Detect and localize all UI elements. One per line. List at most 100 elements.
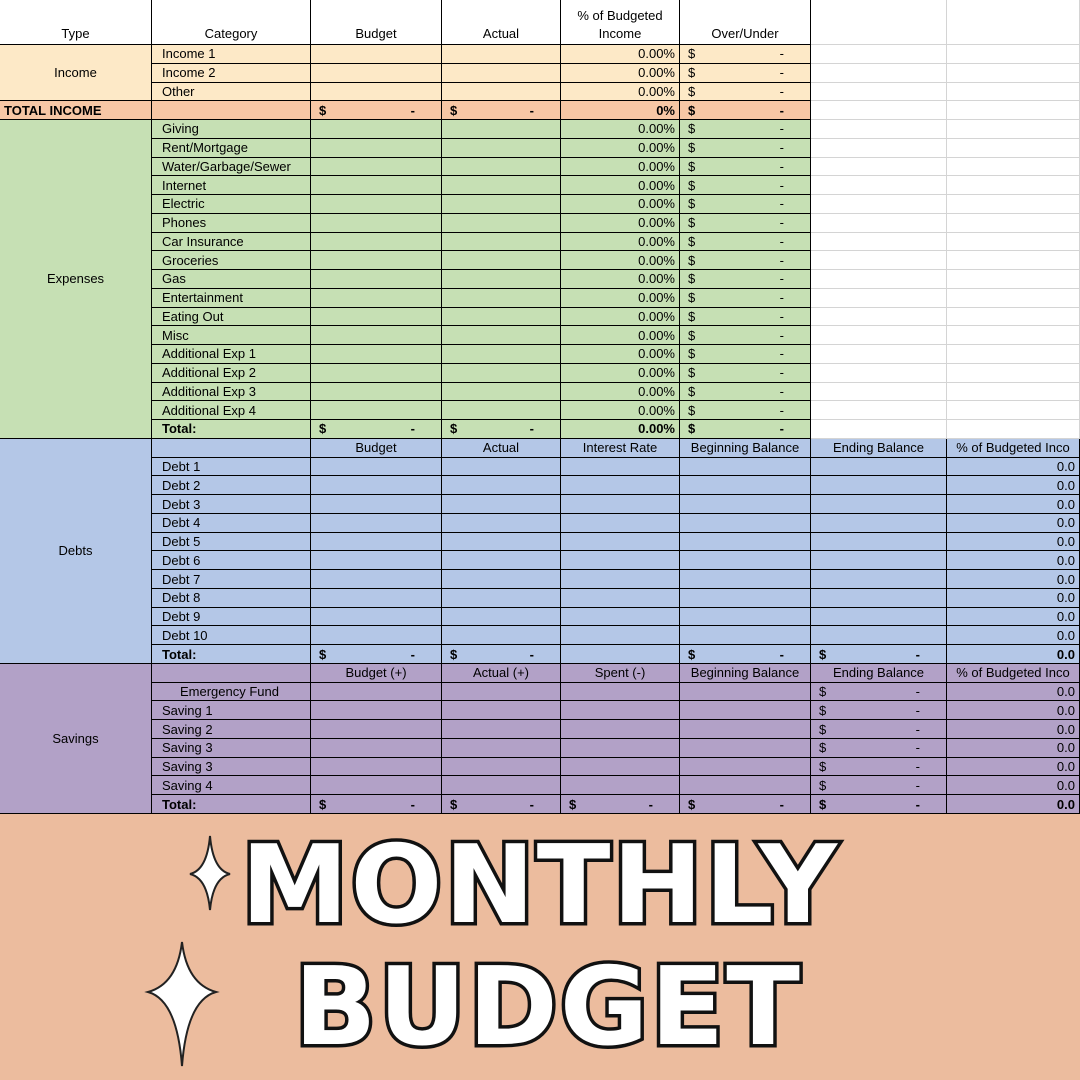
cell: [311, 607, 442, 627]
cell: [811, 476, 947, 496]
cell: Total:: [152, 420, 311, 439]
cell: [811, 626, 947, 646]
cell: Internet: [152, 176, 311, 196]
section-label: Expenses: [0, 120, 152, 439]
cell: [442, 570, 561, 589]
cell: [811, 588, 947, 608]
cell: $ -: [811, 795, 947, 814]
cell: 0.0: [947, 476, 1080, 496]
cell: [442, 607, 561, 627]
cell: [442, 532, 561, 552]
cell: $ -: [680, 232, 811, 252]
cell: 0.00%: [561, 157, 680, 177]
cell: [561, 570, 680, 589]
cell: $ -: [311, 101, 442, 121]
cell: [561, 607, 680, 627]
cell-text: $: [319, 796, 327, 812]
cell: [442, 195, 561, 214]
cell: [442, 307, 561, 327]
cell: [311, 626, 442, 646]
cell-text: -: [915, 777, 920, 793]
cell: [947, 82, 1080, 102]
cell-text: $: [688, 271, 696, 287]
cell: Interest Rate: [561, 438, 680, 458]
cell: [680, 588, 811, 608]
cell: Additional Exp 3: [152, 382, 311, 402]
cell: [442, 476, 561, 496]
cell: Debt 3: [152, 495, 311, 514]
cell-text: $: [688, 233, 696, 249]
cell: 0.00%: [561, 251, 680, 271]
cell: [680, 682, 811, 702]
cell: [811, 82, 947, 102]
cell: Groceries: [152, 251, 311, 271]
cell: 0.0: [947, 495, 1080, 514]
cell: Debt 1: [152, 457, 311, 477]
cell: [311, 776, 442, 796]
cell: [680, 551, 811, 571]
header-cell: % of Budgeted Income: [561, 0, 680, 45]
cell: $ -: [680, 795, 811, 814]
cell-text: -: [915, 684, 920, 700]
cell: 0.0: [947, 757, 1080, 777]
cell: [811, 551, 947, 571]
cell: [811, 495, 947, 514]
cell: $ -: [442, 420, 561, 439]
cell: [442, 626, 561, 646]
cell: Debt 2: [152, 476, 311, 496]
cell: [811, 45, 947, 64]
cell: [811, 101, 947, 121]
cell-text: $: [819, 796, 827, 812]
cell: $ -: [311, 795, 442, 814]
cell: [442, 82, 561, 102]
cell: Saving 1: [152, 701, 311, 721]
cell: Ending Balance: [811, 438, 947, 458]
cell: Spent (-): [561, 663, 680, 683]
cell: $ -: [680, 213, 811, 233]
cell: Saving 3: [152, 757, 311, 777]
cell: $ -: [442, 101, 561, 121]
cell: [152, 663, 311, 683]
cell: [561, 701, 680, 721]
cell: [947, 232, 1080, 252]
cell: Debt 6: [152, 551, 311, 571]
cell: $ -: [811, 645, 947, 664]
cell: Income 1: [152, 45, 311, 64]
cell: Misc: [152, 326, 311, 346]
header-cell: Actual: [442, 0, 561, 45]
cell-text: $: [688, 327, 696, 343]
cell: $ -: [811, 682, 947, 702]
cell: [442, 157, 561, 177]
cell-text: -: [779, 233, 784, 249]
cell: $ -: [680, 382, 811, 402]
cell-text: -: [779, 646, 784, 662]
cell: [442, 588, 561, 608]
cell: [311, 232, 442, 252]
cell: [947, 345, 1080, 364]
cell: Ending Balance: [811, 663, 947, 683]
cell-text: -: [779, 158, 784, 174]
banner-title-line-1: MONTHLY: [241, 823, 839, 948]
cell: [442, 513, 561, 533]
header-cell: [947, 0, 1080, 45]
cell: [811, 570, 947, 589]
cell: [311, 513, 442, 533]
cell: 0.0: [947, 551, 1080, 571]
cell: 0.0: [947, 588, 1080, 608]
cell: 0.00%: [561, 45, 680, 64]
cell: [311, 176, 442, 196]
cell-text: -: [779, 215, 784, 231]
cell-text: -: [779, 140, 784, 156]
cell: [947, 307, 1080, 327]
cell-text: $: [688, 308, 696, 324]
cell: Entertainment: [152, 288, 311, 308]
cell: [947, 63, 1080, 83]
cell: [442, 382, 561, 402]
cell: [680, 532, 811, 552]
cell: [811, 270, 947, 289]
cell-text: -: [529, 421, 534, 437]
cell-text: $: [688, 252, 696, 268]
cell: [442, 176, 561, 196]
cell: [442, 63, 561, 83]
